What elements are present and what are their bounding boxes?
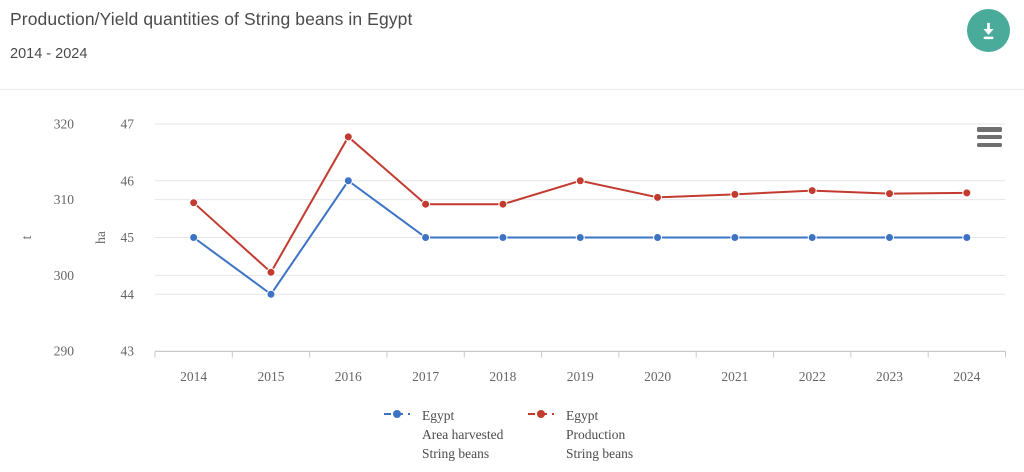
x-axis-label: 2014 [180, 369, 207, 384]
y-axis-tick-label-t: 300 [54, 268, 75, 283]
legend-label-line: String beans [422, 446, 490, 461]
legend-marker-production [528, 410, 554, 418]
data-point[interactable] [498, 199, 508, 209]
y-axis-title-ha: ha [93, 231, 108, 244]
data-point[interactable] [885, 189, 895, 199]
data-point[interactable] [653, 233, 663, 242]
data-point[interactable] [421, 233, 431, 242]
data-point[interactable] [730, 233, 740, 242]
y-axis-tick-label-t: 310 [54, 192, 75, 207]
x-axis-label: 2015 [257, 369, 284, 384]
chart-context-menu-button[interactable] [977, 127, 1002, 147]
legend-marker-area-harvested [384, 410, 410, 418]
x-axis-label: 2023 [876, 369, 903, 384]
x-axis-label: 2017 [412, 369, 439, 384]
x-axis-label: 2016 [335, 369, 362, 384]
x-axis-label: 2018 [489, 369, 516, 384]
data-point[interactable] [807, 233, 817, 242]
data-point[interactable] [653, 192, 663, 202]
data-point[interactable] [266, 289, 276, 299]
y-axis-title-t: t [19, 235, 34, 239]
x-axis-label: 2022 [799, 369, 826, 384]
y-axis-tick-label-ha: 43 [121, 344, 135, 359]
data-point[interactable] [266, 267, 276, 277]
hamburger-menu-icon [977, 142, 1002, 147]
page-title: Production/Yield quantities of String be… [10, 9, 413, 29]
download-button[interactable] [967, 9, 1010, 52]
x-axis-label: 2024 [953, 369, 980, 384]
chart-subtitle: 2014 - 2024 [10, 46, 88, 62]
y-axis-tick-label-ha: 47 [121, 117, 135, 132]
data-point[interactable] [421, 199, 431, 209]
chart-header: Production/Yield quantities of String be… [0, 0, 1024, 90]
legend-label-line: Egypt [422, 408, 455, 423]
data-point[interactable] [343, 132, 353, 142]
data-point[interactable] [498, 233, 508, 242]
y-axis-tick-label-ha: 44 [121, 287, 135, 302]
legend-label-line: String beans [566, 446, 634, 461]
download-arrow-icon [978, 20, 999, 41]
data-point[interactable] [343, 176, 353, 186]
data-point[interactable] [189, 198, 199, 208]
y-axis-tick-label-ha: 46 [121, 173, 135, 188]
data-point[interactable] [962, 233, 972, 242]
legend-item-production[interactable]: Egypt Production String beans [527, 406, 633, 463]
data-point[interactable] [885, 233, 895, 242]
data-point[interactable] [962, 188, 972, 198]
legend-label-line: Production [566, 427, 626, 442]
data-point[interactable] [189, 233, 199, 242]
y-axis-tick-label-t: 320 [54, 117, 75, 132]
x-axis-label: 2019 [567, 369, 594, 384]
data-point[interactable] [807, 186, 817, 196]
legend-label-line: Area harvested [422, 427, 504, 442]
hamburger-menu-icon [977, 127, 1002, 132]
data-point[interactable] [575, 233, 585, 242]
x-axis-label: 2021 [721, 369, 748, 384]
y-axis-tick-label-ha: 45 [121, 230, 135, 245]
legend-item-area-harvested[interactable]: Egypt Area harvested String beans [383, 406, 503, 463]
x-axis-label: 2020 [644, 369, 671, 384]
legend-label-line: Egypt [566, 408, 599, 423]
hamburger-menu-icon [977, 134, 1002, 140]
y-axis-tick-label-t: 290 [54, 344, 75, 359]
data-point[interactable] [575, 176, 585, 186]
series-line [192, 135, 967, 274]
data-point[interactable] [730, 189, 740, 199]
